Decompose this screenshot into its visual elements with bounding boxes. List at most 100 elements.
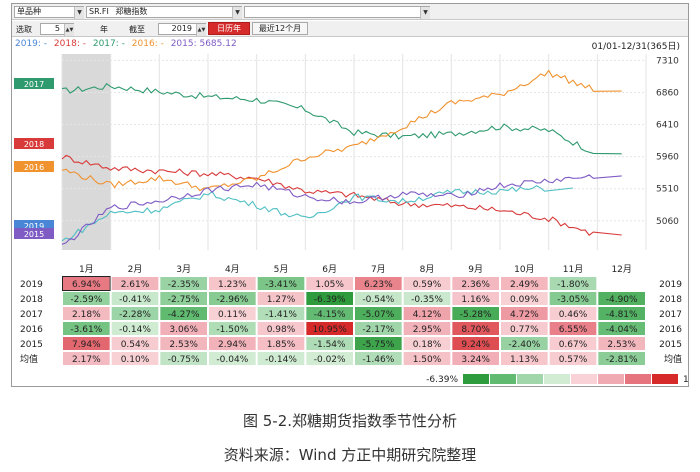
- return-cell: [354, 321, 403, 336]
- return-cell: [110, 276, 160, 291]
- return-cell: [208, 291, 257, 306]
- return-cell: [402, 291, 452, 306]
- return-value: 3.24%: [461, 355, 490, 365]
- series-line: [61, 154, 622, 236]
- return-cell: [159, 351, 208, 366]
- return-cell: [256, 306, 306, 321]
- years-spinner-icon[interactable]: ▲▼: [64, 24, 74, 36]
- row-label-left: 2019: [20, 280, 43, 290]
- series-tag-box: [14, 78, 54, 89]
- return-cell: [208, 276, 257, 291]
- return-value: 2.95%: [413, 325, 442, 335]
- product-type-dropdown-icon[interactable]: ▼: [74, 7, 84, 19]
- series-line: [61, 185, 574, 242]
- return-value: -6.39%: [314, 295, 346, 305]
- return-cell: [208, 306, 257, 321]
- return-cell: [354, 306, 403, 321]
- return-cell: [256, 276, 306, 291]
- return-cell: [451, 336, 501, 351]
- return-cell: [208, 336, 257, 351]
- return-value: -1.80%: [557, 280, 589, 290]
- return-value: -0.02%: [314, 355, 346, 365]
- return-cell: [256, 336, 306, 351]
- secondary-select[interactable]: [244, 6, 430, 18]
- return-cell: [548, 351, 598, 366]
- return-cell: [451, 351, 501, 366]
- return-cell: [159, 321, 208, 336]
- return-value: 2.53%: [169, 340, 198, 350]
- series-tag-label: 2015: [24, 230, 44, 239]
- return-value: 2.36%: [461, 280, 490, 290]
- return-value: -5.75%: [362, 340, 394, 350]
- return-value: -2.28%: [119, 310, 151, 320]
- return-value: 0.57%: [559, 355, 588, 365]
- y-tick-label: 6410: [656, 121, 679, 131]
- cutoff-year-value: 2019: [171, 24, 192, 33]
- product-code: SR.FI: [89, 7, 109, 16]
- return-value: 1.50%: [413, 355, 442, 365]
- row-label-right: 2018: [659, 295, 682, 305]
- return-value: -1.46%: [362, 355, 394, 365]
- return-cell: [305, 276, 355, 291]
- return-value: -1.54%: [314, 340, 346, 350]
- return-value: -4.15%: [314, 310, 346, 320]
- series-tag-label: 2017: [24, 80, 44, 89]
- series-tag: 2016: [14, 161, 54, 172]
- return-cell: [402, 276, 452, 291]
- y-tick-label: 6860: [656, 88, 679, 98]
- product-code-field[interactable]: SR.FI 郑糖指数: [86, 6, 242, 18]
- return-value: -2.40%: [508, 340, 540, 350]
- row-label-left: 2016: [20, 325, 43, 335]
- return-value: 2.18%: [72, 310, 101, 320]
- series-tag-box: [14, 220, 54, 231]
- return-value: 1.05%: [315, 280, 344, 290]
- return-cell: [256, 321, 306, 336]
- row-label-right: 均值: [664, 353, 682, 365]
- row-label-right: 2019: [659, 280, 682, 290]
- return-cell: [597, 291, 646, 306]
- row-label-left: 均值: [20, 353, 38, 365]
- product-type-value: 单品种: [17, 7, 41, 16]
- return-cell: [305, 336, 355, 351]
- scale-swatch: [517, 374, 543, 384]
- return-value: 0.09%: [510, 295, 539, 305]
- series-tag-label: 2019: [24, 222, 44, 231]
- product-code-dropdown-icon[interactable]: ▼: [232, 7, 242, 19]
- tab-calendar-year[interactable]: 日历年: [208, 22, 250, 35]
- return-value: -2.81%: [606, 355, 638, 365]
- month-header: 3月: [176, 264, 191, 275]
- return-cell: [305, 321, 355, 336]
- month-header: 6月: [322, 264, 337, 275]
- return-value: -2.96%: [216, 295, 248, 305]
- y-tick-label: 5510: [656, 185, 679, 195]
- return-cell: [451, 306, 501, 321]
- legend-2018: 2018: -: [53, 39, 86, 49]
- return-value: -2.35%: [168, 280, 200, 290]
- return-cell: [402, 336, 452, 351]
- highlight-month-band: [62, 54, 111, 250]
- return-cell: [110, 291, 160, 306]
- return-value: -0.75%: [168, 355, 200, 365]
- return-value: 1.85%: [267, 340, 296, 350]
- return-cell: [402, 321, 452, 336]
- cutoff-spinner-icon[interactable]: ▲▼: [196, 24, 206, 36]
- pick-label: 选取: [16, 25, 32, 34]
- return-cell: [62, 336, 111, 351]
- return-value: 0.10%: [121, 355, 150, 365]
- return-cell: [256, 351, 306, 366]
- series-tag-label: 2016: [24, 163, 44, 172]
- secondary-dropdown-icon[interactable]: ▼: [420, 7, 430, 19]
- return-value: 0.11%: [218, 310, 247, 320]
- return-cell: [548, 336, 598, 351]
- return-cell: [500, 321, 549, 336]
- return-cell: [208, 351, 257, 366]
- return-value: -3.41%: [265, 280, 297, 290]
- return-cell: [500, 336, 549, 351]
- return-cell: [354, 336, 403, 351]
- month-header: 10月: [514, 264, 534, 275]
- return-value: -1.41%: [265, 310, 297, 320]
- tab-recent-12-months[interactable]: 最近12个月: [252, 22, 308, 35]
- return-value: -0.14%: [265, 355, 297, 365]
- return-cell: [451, 321, 501, 336]
- series-tag: 2019: [14, 220, 54, 231]
